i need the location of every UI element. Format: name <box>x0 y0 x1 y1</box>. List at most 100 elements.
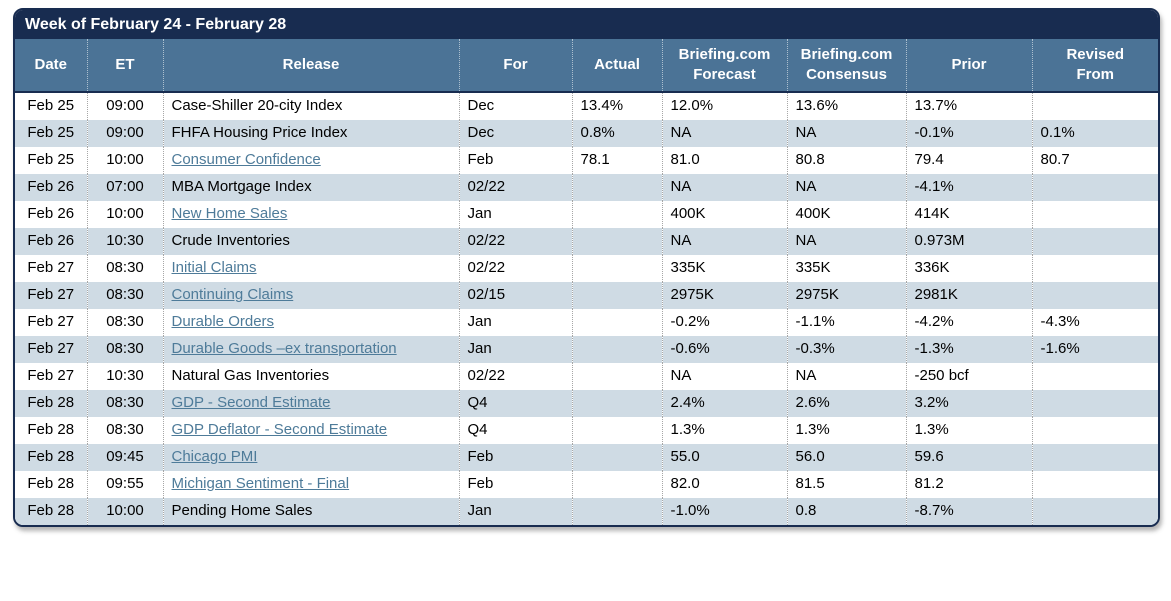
cell-revised <box>1031 497 1158 525</box>
cell-revised: -1.6% <box>1031 335 1158 363</box>
cell-et: 09:45 <box>86 443 163 471</box>
cell-consensus: 1.3% <box>786 416 906 444</box>
cell-et: 08:30 <box>86 254 163 282</box>
cell-et: 09:00 <box>86 119 163 147</box>
release-link[interactable]: New Home Sales <box>171 204 288 222</box>
cell-release: GDP Deflator - Second Estimate <box>162 416 459 444</box>
release-link[interactable]: Consumer Confidence <box>171 150 321 168</box>
cell-release: Case-Shiller 20-city Index <box>162 92 459 120</box>
table-row: Feb 27 08:30 Initial Claims 02/22 335K 335K 33… <box>15 254 1158 282</box>
cell-revised <box>1031 227 1158 255</box>
cell-revised <box>1031 443 1158 471</box>
table-row: Feb 27 08:30 Durable Orders Jan -0.2% -1.1% -4… <box>15 308 1158 336</box>
cell-actual <box>571 389 662 417</box>
release-link[interactable]: Durable Goods –ex transportation <box>171 339 397 357</box>
cell-revised: 80.7 <box>1031 146 1158 174</box>
cell-prior: 81.2 <box>905 470 1032 498</box>
cell-prior: 1.3% <box>905 416 1032 444</box>
table-row: Feb 28 10:00 Pending Home Sales Jan -1.0% 0.8… <box>15 497 1158 525</box>
table-row: Feb 28 08:30 GDP Deflator - Second Estimat… <box>15 416 1158 444</box>
table-row: Feb 26 10:00 New Home Sales Jan 400K 400K 414K <box>15 200 1158 228</box>
cell-for: Feb <box>458 470 572 498</box>
table-row: Feb 28 09:45 Chicago PMI Feb 55.0 56.0 59.6 <box>15 443 1158 471</box>
table-row: Feb 27 08:30 Continuing Claims 02/15 2975K 29… <box>15 281 1158 309</box>
cell-date: Feb 27 <box>27 366 75 384</box>
cell-et: 10:00 <box>86 497 163 525</box>
release-link[interactable]: Initial Claims <box>171 258 257 276</box>
cell-consensus: -0.3% <box>786 335 906 363</box>
cell-consensus: NA <box>786 119 906 147</box>
cell-date: Feb 28 <box>27 474 75 492</box>
cell-forecast: -0.2% <box>661 308 787 336</box>
cell-revised <box>1031 254 1158 282</box>
cell-prior: 414K <box>905 200 1032 228</box>
cell-consensus: -1.1% <box>786 308 906 336</box>
cell-forecast: NA <box>661 173 787 201</box>
cell-forecast: 82.0 <box>661 470 787 498</box>
cell-prior: 59.6 <box>905 443 1032 471</box>
release-link[interactable]: GDP - Second Estimate <box>171 393 331 411</box>
release-link[interactable]: Michigan Sentiment - Final <box>171 474 350 492</box>
release-link[interactable]: Continuing Claims <box>171 285 294 303</box>
cell-for: Jan <box>458 335 572 363</box>
cell-release: Durable Goods –ex transportation <box>162 335 459 363</box>
column-header-actual: Actual <box>571 39 662 93</box>
table-row: Feb 25 09:00 FHFA Housing Price Index Dec 0.… <box>15 119 1158 147</box>
column-header-prior: Prior <box>905 39 1032 93</box>
cell-for: Dec <box>458 92 572 120</box>
cell-consensus: NA <box>786 227 906 255</box>
cell-et: 10:30 <box>86 362 163 390</box>
cell-release: Michigan Sentiment - Final <box>162 470 459 498</box>
cell-consensus: 335K <box>786 254 906 282</box>
cell-forecast: NA <box>661 227 787 255</box>
cell-actual <box>571 416 662 444</box>
release-link[interactable]: Chicago PMI <box>171 447 258 465</box>
cell-actual <box>571 497 662 525</box>
cell-actual: 78.1 <box>571 146 662 174</box>
cell-et: 09:55 <box>86 470 163 498</box>
cell-date: Feb 25 <box>27 150 75 168</box>
cell-release: GDP - Second Estimate <box>162 389 459 417</box>
table-header-row: Date ET Release For Actual Briefing.com Forec… <box>15 39 1158 93</box>
cell-for: Jan <box>458 308 572 336</box>
cell-et: 07:00 <box>86 173 163 201</box>
column-header-consensus: Briefing.com Consensus <box>786 39 906 93</box>
table-row: Feb 25 10:00 Consumer Confidence Feb 78.1 81.… <box>15 146 1158 174</box>
cell-et: 10:30 <box>86 227 163 255</box>
release-link[interactable]: GDP Deflator - Second Estimate <box>171 420 388 438</box>
cell-forecast: 2.4% <box>661 389 787 417</box>
table-row: Feb 28 09:55 Michigan Sentiment - Final Feb… <box>15 470 1158 498</box>
cell-release: Continuing Claims <box>162 281 459 309</box>
column-header-revised: Revised From <box>1031 39 1158 93</box>
table-row: Feb 25 09:00 Case-Shiller 20-city Index Dec… <box>15 92 1158 120</box>
cell-prior: 79.4 <box>905 146 1032 174</box>
table-row: Feb 27 08:30 Durable Goods –ex transportat… <box>15 335 1158 363</box>
cell-consensus: 400K <box>786 200 906 228</box>
cell-revised <box>1031 92 1158 120</box>
cell-release: MBA Mortgage Index <box>162 173 459 201</box>
cell-prior: -8.7% <box>905 497 1032 525</box>
cell-for: Dec <box>458 119 572 147</box>
cell-forecast: -1.0% <box>661 497 787 525</box>
release-link[interactable]: Durable Orders <box>171 312 275 330</box>
cell-forecast: -0.6% <box>661 335 787 363</box>
cell-release: Chicago PMI <box>162 443 459 471</box>
cell-et: 10:00 <box>86 146 163 174</box>
cell-et: 08:30 <box>86 308 163 336</box>
cell-consensus: 56.0 <box>786 443 906 471</box>
cell-for: 02/22 <box>458 227 572 255</box>
cell-revised <box>1031 416 1158 444</box>
cell-prior: 0.973M <box>905 227 1032 255</box>
cell-revised: -4.3% <box>1031 308 1158 336</box>
cell-date: Feb 27 <box>27 312 75 330</box>
column-header-forecast: Briefing.com Forecast <box>661 39 787 93</box>
cell-for: 02/22 <box>458 173 572 201</box>
cell-date: Feb 27 <box>27 258 75 276</box>
table-row: Feb 26 07:00 MBA Mortgage Index 02/22 NA NA -4… <box>15 173 1158 201</box>
cell-et: 08:30 <box>86 335 163 363</box>
cell-forecast: 81.0 <box>661 146 787 174</box>
cell-date: Feb 26 <box>27 231 75 249</box>
cell-prior: -4.2% <box>905 308 1032 336</box>
cell-prior: -0.1% <box>905 119 1032 147</box>
